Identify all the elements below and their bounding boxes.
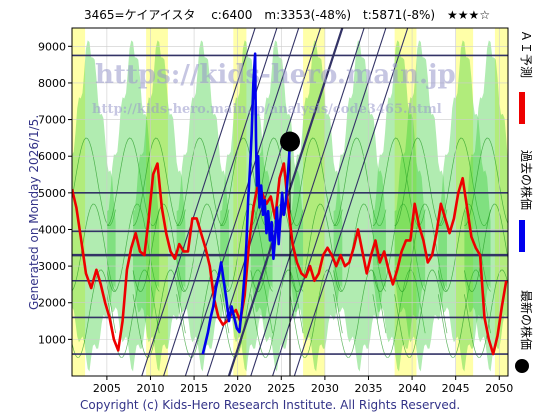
band-wave-2-0 <box>132 269 186 358</box>
band-wave-11-0 <box>464 269 508 358</box>
y-tick-label-6: 7000 <box>38 114 66 127</box>
band-wave-9-1 <box>394 203 448 293</box>
legend-label-latest: 最新の株価 <box>519 290 534 350</box>
y-axis-ticks: 1000 2000 3000 4000 5000 6000 7000 8000 9000 <box>38 40 72 346</box>
copyright-footer: Copyright (c) Kids-Hero Research Institu… <box>80 398 460 412</box>
x-tick-label-1: 2010 <box>136 382 164 395</box>
x-tick-label-2: 2015 <box>180 382 208 395</box>
green-band-4 <box>220 40 273 372</box>
band-wave-10-1 <box>437 203 491 293</box>
band-wave-3-1 <box>176 203 230 293</box>
plot-frame <box>71 27 509 377</box>
band-wave-11-2 <box>464 137 508 227</box>
band-wave-4-1 <box>219 203 273 293</box>
y-tick-label-1: 2000 <box>38 297 66 310</box>
legend-marker-latest <box>515 359 529 373</box>
series-lines <box>72 52 508 356</box>
band-wave-7-0 <box>333 269 387 358</box>
x-tick-label-9: 2050 <box>485 382 513 395</box>
channel-line-0 <box>141 28 256 376</box>
green-band-10 <box>438 40 491 372</box>
green-band-6 <box>290 40 343 372</box>
band-wave-6-0 <box>289 269 343 358</box>
green-band-0 <box>72 40 116 372</box>
latest-marker-group <box>280 131 300 152</box>
legend: ＡＩ予測 過去の株価 最新の株価 <box>515 30 534 373</box>
yellow-band-4 <box>394 28 417 376</box>
green-band-1 <box>106 40 160 372</box>
channel-line-2 <box>184 28 300 376</box>
generated-date-label: Generated on Monday 2026/1/5. <box>27 115 41 310</box>
band-wave-4-0 <box>219 269 273 358</box>
channel-line-5 <box>250 28 365 376</box>
x-tick-label-8: 2045 <box>442 382 470 395</box>
legend-swatch-prediction <box>519 92 525 124</box>
band-wave-7-2 <box>333 137 387 227</box>
y-tick-label-3: 4000 <box>38 223 66 236</box>
yellow-band-0 <box>72 28 86 376</box>
band-wave-7-1 <box>333 203 387 293</box>
legend-label-prediction: ＡＩ予測 <box>519 30 533 78</box>
green-band-11 <box>464 40 508 372</box>
band-wave-2-2 <box>132 137 186 227</box>
band-wave-4-2 <box>220 137 273 227</box>
band-wave-3-2 <box>176 137 230 227</box>
green-band-7 <box>333 40 386 372</box>
legend-label-history: 過去の株価 <box>519 150 534 210</box>
x-tick-label-0: 2005 <box>93 382 121 395</box>
x-tick-label-4: 2025 <box>267 382 295 395</box>
band-wave-10-2 <box>438 137 491 227</box>
channel-line-7 <box>293 28 409 376</box>
y-tick-label-0: 1000 <box>38 333 66 346</box>
band-wave-6-2 <box>289 137 343 227</box>
band-wave-3-0 <box>176 269 230 358</box>
y-tick-label-4: 5000 <box>38 187 66 200</box>
x-tick-label-6: 2035 <box>354 382 382 395</box>
watermark: https://kids-hero.main.jp http://kids-he… <box>92 60 456 117</box>
yellow-band-3 <box>303 28 325 376</box>
band-wave-8-2 <box>372 137 426 227</box>
x-tick-label-3: 2020 <box>224 382 252 395</box>
y-tick-label-2: 3000 <box>38 260 66 273</box>
latest-price-marker <box>280 131 300 152</box>
history-line <box>201 52 292 355</box>
channel-line-1 <box>163 28 278 376</box>
y-tick-label-8: 9000 <box>38 40 66 53</box>
x-tick-label-5: 2030 <box>311 382 339 395</box>
x-axis-ticks: 2005 2010 2015 2020 2025 2030 2035 2040 2045 2050 <box>93 376 513 395</box>
band-wave-11-1 <box>464 203 508 293</box>
watermark-line-2: http://kids-hero.main.jp/analysis/code34… <box>92 102 442 117</box>
x-tick-label-7: 2040 <box>398 382 426 395</box>
y-tick-label-5: 6000 <box>38 150 66 163</box>
band-wave-2-1 <box>132 203 186 293</box>
band-wave-9-0 <box>394 269 448 358</box>
prediction-line <box>72 162 508 356</box>
chart-header: 3465=ケイアイスタ c:6400 m:3353(-48%) t:5871(-… <box>84 8 490 22</box>
band-wave-8-1 <box>372 203 426 293</box>
green-band-9 <box>394 40 447 372</box>
watermark-line-1: https://kids-hero.main.jp <box>95 60 456 90</box>
band-wave-5-0 <box>250 269 304 358</box>
y-tick-label-7: 8000 <box>38 77 66 90</box>
channel-line-6 <box>272 28 387 376</box>
green-band-2 <box>133 40 186 372</box>
legend-swatch-history <box>519 220 525 252</box>
band-wave-8-0 <box>372 269 426 358</box>
